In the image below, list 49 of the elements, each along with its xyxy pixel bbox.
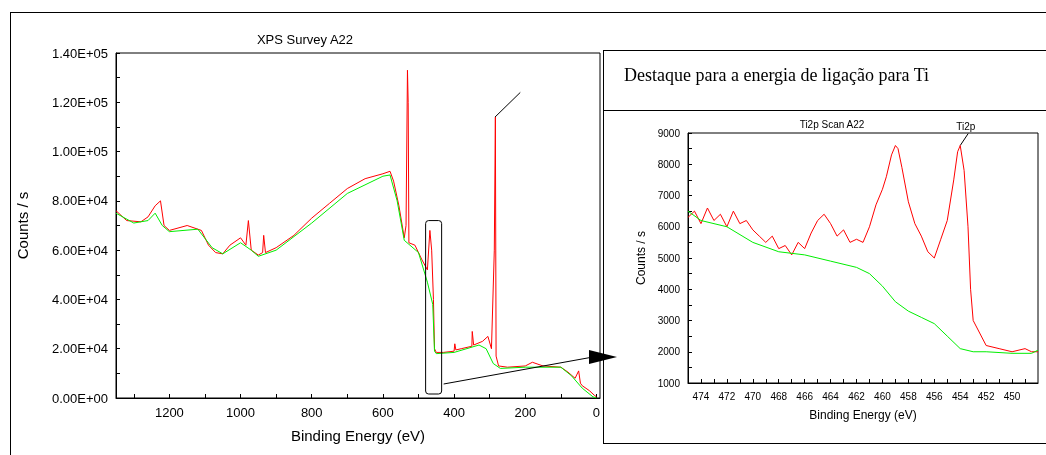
x-tick-label: 464 — [822, 390, 840, 402]
y-tick-label: 6.00E+04 — [51, 242, 108, 258]
x-tick-label: 800 — [300, 405, 323, 420]
x-axis-title: Binding Energy (eV) — [809, 408, 917, 422]
y-tick-label: 4000 — [657, 283, 681, 295]
line-series — [687, 210, 1039, 354]
y-tick-label: 5000 — [657, 252, 681, 264]
y-tick-label: 1.00E+05 — [51, 144, 108, 160]
x-tick-label: 452 — [977, 390, 995, 402]
chart-title: Destaque para a energia de ligação para Ti — [604, 51, 1046, 111]
x-tick-label: 600 — [372, 405, 394, 420]
chart-subtitle: Ti2p Scan A22 — [799, 118, 865, 130]
x-tick-label: 458 — [900, 390, 918, 402]
y-tick-label: 8000 — [657, 158, 681, 170]
x-tick-label: 462 — [848, 390, 866, 402]
x-tick-label: 454 — [951, 390, 969, 402]
y-axis-title: Counts / s — [14, 191, 31, 260]
y-tick-label: 7000 — [657, 190, 681, 201]
x-tick-label: 456 — [925, 390, 944, 402]
x-tick-label: 472 — [718, 390, 736, 402]
x-tick-label: 460 — [874, 390, 892, 402]
y-tick-label: 1.20E+05 — [51, 94, 108, 110]
line-series — [115, 174, 597, 399]
x-tick-label: 466 — [796, 390, 814, 402]
y-tick-label: 4.00E+04 — [51, 291, 108, 307]
x-axis-title: Binding Energy (eV) — [290, 427, 426, 444]
x-tick-label: 468 — [770, 390, 788, 402]
line-series — [115, 69, 597, 398]
y-tick-label: 3000 — [657, 315, 681, 326]
y-tick-label: 8.00E+04 — [51, 193, 108, 209]
x-tick-label: 1000 — [226, 405, 256, 420]
y-tick-label: 2000 — [657, 346, 681, 358]
x-tick-label: 450 — [1003, 390, 1021, 402]
x-tick-label: 200 — [514, 405, 537, 420]
y-tick-label: 9000 — [657, 127, 681, 139]
x-tick-label: 474 — [692, 390, 710, 402]
y-tick-label: 1000 — [657, 377, 681, 389]
y-tick-label: 0.00E+00 — [51, 390, 108, 406]
x-tick-label: 400 — [443, 405, 465, 420]
line-series — [687, 145, 1039, 353]
y-tick-label: 2.00E+04 — [51, 341, 108, 357]
chart-title: XPS Survey A22 — [256, 32, 354, 47]
y-axis-title: Counts / s — [633, 230, 648, 286]
annotation: Ti2p — [956, 121, 976, 132]
y-tick-label: 6000 — [657, 221, 681, 233]
x-tick-label: 0 — [592, 405, 601, 420]
x-tick-label: 470 — [744, 390, 762, 402]
x-tick-label: 1200 — [154, 405, 184, 420]
y-tick-label: 1.40E+05 — [51, 45, 108, 61]
